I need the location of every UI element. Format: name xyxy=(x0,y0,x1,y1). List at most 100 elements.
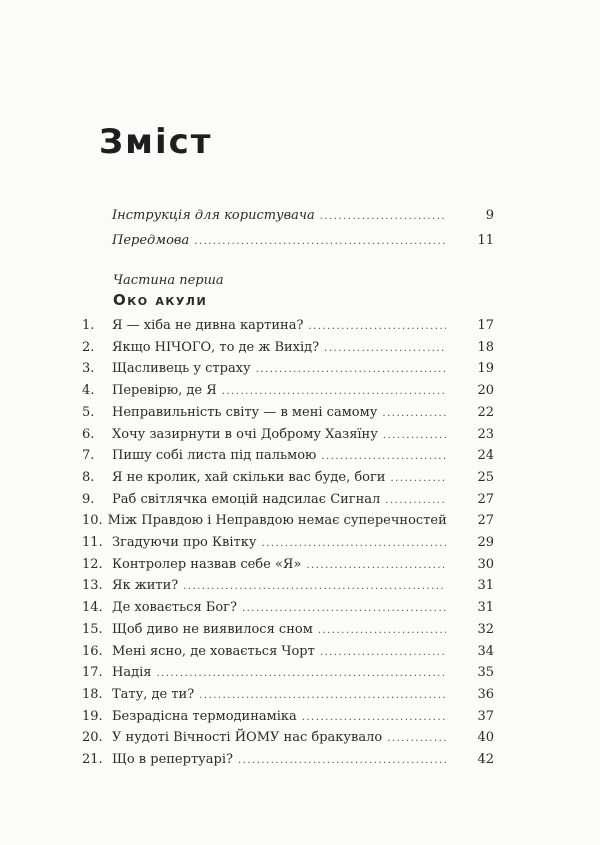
entry-page-number: 27 xyxy=(477,491,494,507)
entry-number: 18. xyxy=(82,686,103,702)
entry-number: 5. xyxy=(82,404,95,420)
dot-leader xyxy=(320,211,446,222)
toc-entry: 4. Перевірю, де Я 20 xyxy=(80,383,494,403)
part-title: Око акули xyxy=(113,291,208,309)
entry-title: Контролер назвав себе «Я» xyxy=(112,556,302,572)
entry-number: 17. xyxy=(82,665,103,681)
entry-title: Надія xyxy=(112,665,152,681)
dot-leader xyxy=(238,755,446,766)
toc-entry: 3. Щасливець у страху 19 xyxy=(80,361,494,381)
toc-entry: 11. Згадуючи про Квітку 29 xyxy=(80,535,494,555)
page-title: Зміст xyxy=(99,122,213,162)
entry-page-number: 19 xyxy=(477,361,494,377)
entry-number: 10. xyxy=(82,513,103,529)
dot-leader xyxy=(324,343,446,354)
toc-entry: 9. Раб світлячка емоцій надсилає Сигнал 27 xyxy=(80,492,494,512)
entry-number: 19. xyxy=(82,708,103,724)
entry-title: Пишу собі листа під пальмою xyxy=(112,448,317,464)
entry-title: Тату, де ти? xyxy=(112,686,195,702)
entry-page-number: 35 xyxy=(477,665,494,681)
entry-number: 3. xyxy=(82,361,95,377)
entry-page-number: 37 xyxy=(477,708,494,724)
toc-entry: 12. Контролер назвав себе «Я» 30 xyxy=(80,557,494,577)
toc-entry: 14. Де ховається Бог? 31 xyxy=(80,600,494,620)
entry-title: Як жити? xyxy=(112,578,179,594)
entry-title: Що в репертуарі? xyxy=(112,752,233,767)
entry-number: 6. xyxy=(82,426,95,442)
part-label: Частина перша xyxy=(113,273,224,288)
entry-page-number: 36 xyxy=(477,686,494,702)
toc-entry: 13. Як жити? 31 xyxy=(80,578,494,598)
dot-leader xyxy=(222,386,446,397)
dot-leader xyxy=(306,560,446,571)
entry-page-number: 27 xyxy=(477,513,494,529)
dot-leader xyxy=(387,733,446,744)
entry-page-number: 11 xyxy=(477,233,494,248)
dot-leader xyxy=(383,430,446,441)
dot-leader xyxy=(318,625,446,636)
entry-title: Мені ясно, де ховається Чорт xyxy=(112,643,315,659)
entry-title: Я не кролик, хай скільки вас буде, боги xyxy=(112,469,386,485)
entry-title: Я — хіба не дивна картина? xyxy=(112,318,304,333)
entry-title: У нудоті Вічності ЙОМУ нас бракувало xyxy=(112,730,383,746)
entry-number: 8. xyxy=(82,469,95,485)
toc-entry: 21. Що в репертуарі? 42 xyxy=(80,752,494,772)
entry-page-number: 25 xyxy=(477,469,494,485)
toc-entry: 5. Неправильність світу — в мені самому 22 xyxy=(80,405,494,425)
entry-page-number: 42 xyxy=(477,752,494,767)
dot-leader xyxy=(382,408,446,419)
toc-entry: 16. Мені ясно, де ховається Чорт 34 xyxy=(80,644,494,664)
entry-title: Щасливець у страху xyxy=(112,361,251,377)
entry-title: Хочу зазирнути в очі Доброму Хазяїну xyxy=(112,426,378,442)
dot-leader xyxy=(320,647,446,658)
entry-page-number: 20 xyxy=(477,383,494,399)
entry-page-number: 22 xyxy=(477,404,494,420)
toc-entry: 18. Тату, де ти? 36 xyxy=(80,687,494,707)
entry-title: Передмова xyxy=(112,233,190,248)
dot-leader xyxy=(302,712,446,723)
entry-title: Безрадісна термодинаміка xyxy=(112,708,297,724)
entry-title: Інструкція для користувача xyxy=(112,208,315,223)
entry-number: 13. xyxy=(82,578,103,594)
dot-leader xyxy=(199,690,446,701)
entry-page-number: 9 xyxy=(485,208,494,223)
entry-number: 14. xyxy=(82,600,103,616)
toc-entry: 15. Щоб диво не виявилося сном 32 xyxy=(80,622,494,642)
entry-number: 9. xyxy=(82,491,95,507)
dot-leader xyxy=(308,321,446,332)
entry-number: 11. xyxy=(82,535,103,550)
toc-entry: 7. Пишу собі листа під пальмою 24 xyxy=(80,448,494,468)
entry-page-number: 24 xyxy=(477,448,494,464)
entry-title: Перевірю, де Я xyxy=(112,383,217,399)
dot-leader xyxy=(256,364,446,375)
entry-page-number: 30 xyxy=(477,556,494,572)
dot-leader xyxy=(321,451,446,462)
entry-number: 21. xyxy=(82,752,103,767)
entry-page-number: 18 xyxy=(477,339,494,355)
entry-number: 2. xyxy=(82,339,95,355)
dot-leader xyxy=(390,473,446,484)
entry-number: 12. xyxy=(82,556,103,572)
toc-entry: Інструкція для користувача 9 xyxy=(80,208,494,228)
dot-leader xyxy=(385,495,446,506)
toc-entry: Передмова 11 xyxy=(80,233,494,253)
entry-title: Згадуючи про Квітку xyxy=(112,535,257,550)
entry-number: 16. xyxy=(82,643,103,659)
toc-entry: 6. Хочу зазирнути в очі Доброму Хазяїну 23 xyxy=(80,427,494,447)
entry-number: 1. xyxy=(82,318,95,333)
entry-title: Неправильність світу — в мені самому xyxy=(112,404,378,420)
toc-entry: 1. Я — хіба не дивна картина? 17 xyxy=(80,318,494,338)
dot-leader xyxy=(261,538,446,549)
entry-number: 7. xyxy=(82,448,95,464)
toc-entry: 2. Якщо НІЧОГО, то де ж Вихід? 18 xyxy=(80,340,494,360)
toc-entry: 8. Я не кролик, хай скільки вас буде, бог… xyxy=(80,470,494,490)
entry-page-number: 29 xyxy=(477,535,494,550)
dot-leader xyxy=(183,581,446,592)
entry-title: Де ховається Бог? xyxy=(112,600,237,616)
entry-title: Якщо НІЧОГО, то де ж Вихід? xyxy=(112,339,320,355)
entry-number: 20. xyxy=(82,730,103,746)
dot-leader xyxy=(242,603,446,614)
entry-page-number: 31 xyxy=(477,578,494,594)
entry-page-number: 17 xyxy=(477,318,494,333)
toc-entry: 10. Між Правдою і Неправдою немає супереч… xyxy=(80,513,494,533)
